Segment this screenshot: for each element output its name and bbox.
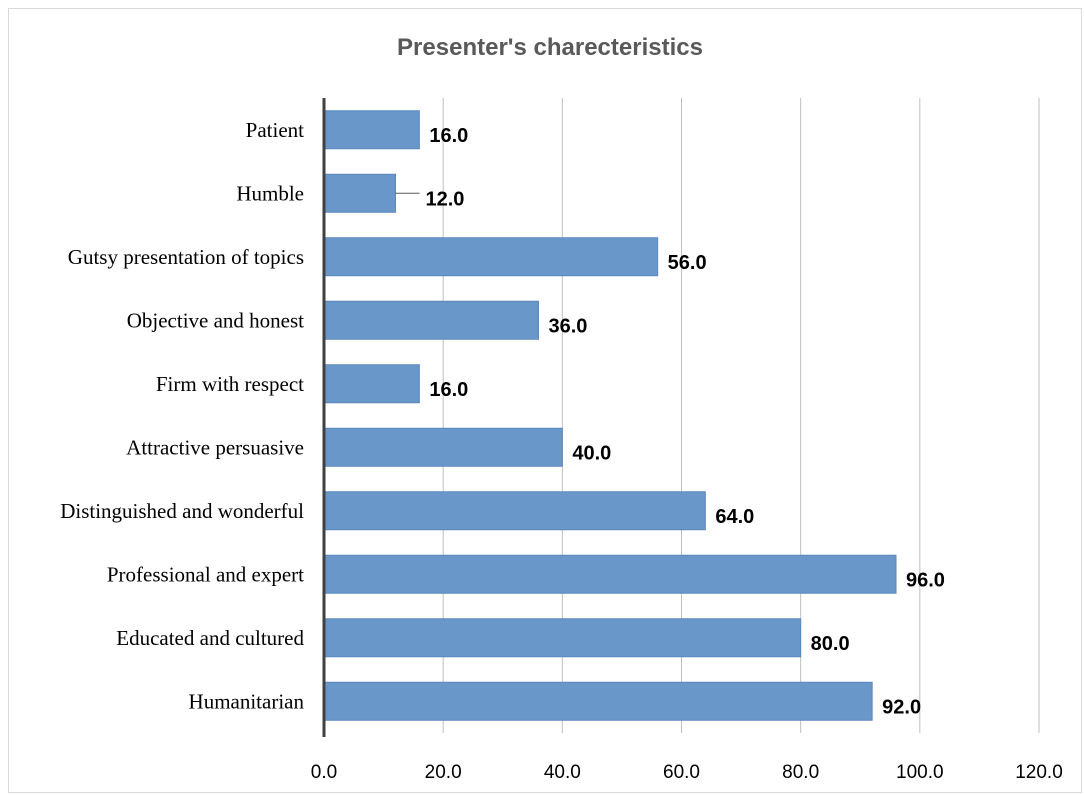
bar — [323, 237, 659, 277]
value-label: 80.0 — [811, 633, 850, 655]
labels: 0.0 20.0 40.0 60.0 80.0 100.0 120.0 Patient 16.0… — [60, 118, 1063, 783]
x-tick-label: 80.0 — [782, 762, 819, 783]
category-label: Patient — [246, 118, 304, 142]
category-label: Professional and expert — [107, 562, 304, 586]
x-tick-label: 100.0 — [896, 762, 944, 783]
category-label: Attractive persuasive — [126, 435, 304, 459]
bars — [323, 110, 897, 721]
category-label: Humble — [236, 181, 304, 205]
value-label: 56.0 — [668, 252, 707, 274]
category-label: Firm with respect — [156, 372, 304, 396]
bar — [323, 300, 539, 340]
value-label: 96.0 — [906, 569, 945, 591]
bar — [323, 554, 897, 594]
x-tick-label: 40.0 — [544, 762, 581, 783]
value-label: 40.0 — [572, 442, 611, 464]
value-label: 12.0 — [426, 188, 465, 210]
chart-title: Presenter's charecteristics — [397, 34, 703, 61]
bar — [323, 427, 563, 467]
category-label: Distinguished and wonderful — [60, 499, 304, 523]
x-tick-label: 20.0 — [425, 762, 462, 783]
category-label: Educated and cultured — [116, 626, 304, 650]
value-label: 64.0 — [715, 506, 754, 528]
x-tick-label: 60.0 — [663, 762, 700, 783]
bar — [323, 110, 420, 150]
category-label: Objective and honest — [127, 308, 304, 332]
bar — [323, 491, 706, 531]
chart-frame — [8, 8, 1082, 793]
x-tick-label: 120.0 — [1015, 762, 1063, 783]
value-label: 16.0 — [429, 379, 468, 401]
category-label: Gutsy presentation of topics — [68, 245, 304, 269]
bar — [323, 618, 802, 658]
value-label: 16.0 — [429, 125, 468, 147]
value-label: 36.0 — [549, 315, 588, 337]
category-label: Humanitarian — [189, 689, 305, 713]
bar — [323, 364, 420, 404]
bar — [323, 173, 396, 213]
value-label: 92.0 — [882, 696, 921, 718]
x-tick-label: 0.0 — [311, 762, 337, 783]
bar — [323, 681, 873, 721]
